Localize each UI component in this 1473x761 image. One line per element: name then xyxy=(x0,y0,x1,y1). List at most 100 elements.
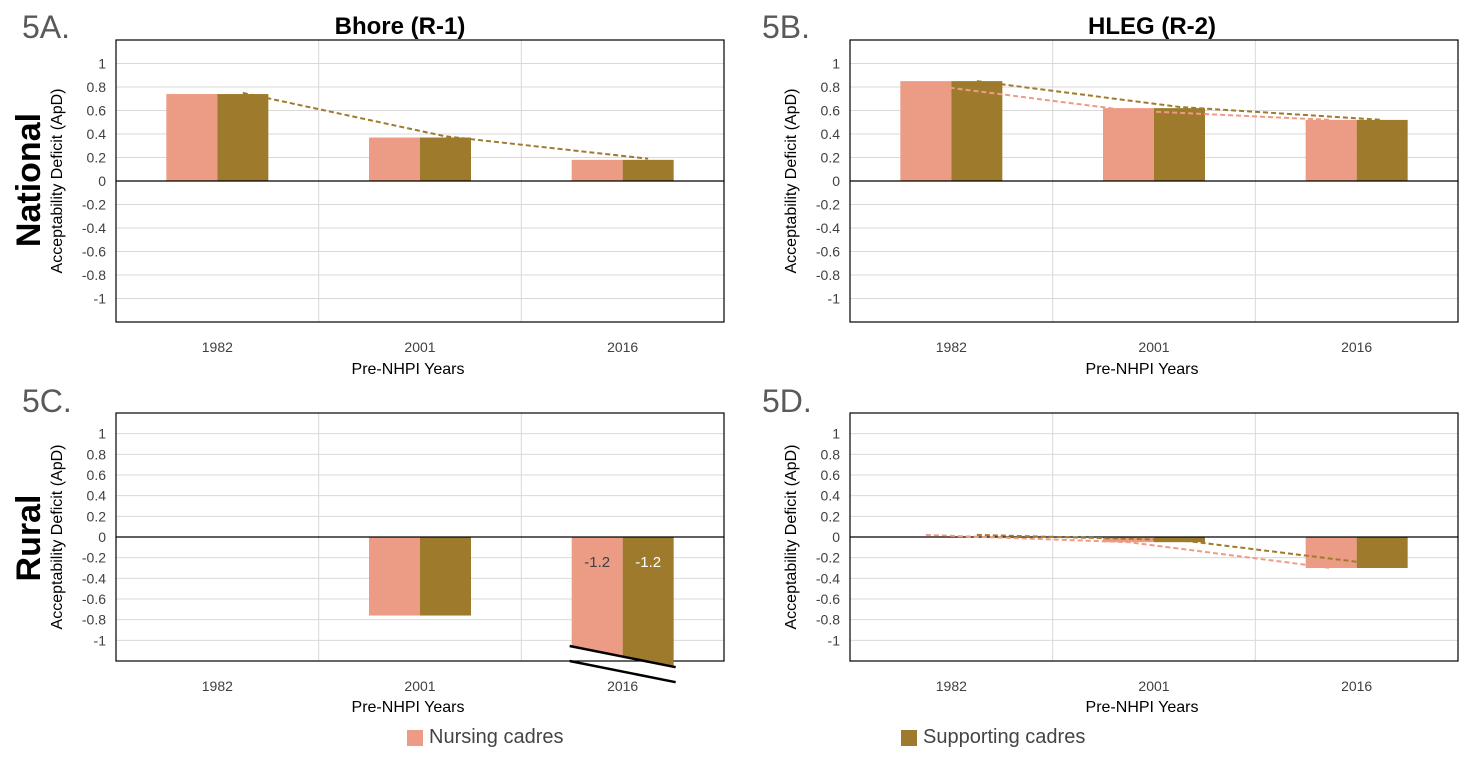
panel-5c-xtick-label: 2016 xyxy=(607,678,638,694)
panel-5a-bar-2016-supporting xyxy=(622,159,674,181)
panel-5a-ytick-label: -0.2 xyxy=(82,197,106,213)
legend-supporting-swatch xyxy=(901,729,917,746)
panel-5d-ytick-label: 0.6 xyxy=(821,467,841,483)
panel-5d-ytick-label: 0 xyxy=(832,529,840,545)
panel-5c-ylabel: Acceptability Deficit (ApD) xyxy=(49,445,66,630)
legend-supporting: Supporting cadres xyxy=(901,726,1085,749)
panel-5d-ytick-label: 0.2 xyxy=(821,508,841,524)
panel-5b-ytick-label: 0 xyxy=(832,173,840,189)
panel-5c-ytick-label: -0.6 xyxy=(82,591,106,607)
panel-5b-ytick-label: -0.2 xyxy=(816,197,840,213)
panel-5d-trendline-nursing xyxy=(925,533,1332,569)
panel-5d-xlabel: Pre-NHPI Years xyxy=(1086,699,1199,716)
panel-5b-bar-1982-supporting xyxy=(951,81,1003,181)
panel-5b-bar-2001-supporting xyxy=(1154,108,1205,181)
panel-5a-ylabel: Acceptability Deficit (ApD) xyxy=(49,89,66,274)
panel-5c-axis-break-lower xyxy=(569,659,676,684)
panel-5c-ytick-label: 0.6 xyxy=(87,467,107,483)
panel-5c-ytick-label: -0.2 xyxy=(82,550,106,566)
panel-5b-label: 5B. xyxy=(762,9,810,45)
legend-nursing: Nursing cadres xyxy=(407,726,564,749)
panel-5d-bar-2016-nursing xyxy=(1305,537,1357,568)
panel-5b-trendline-nursing xyxy=(925,83,1332,121)
panel-5a-ytick-label: -0.4 xyxy=(82,220,106,236)
panel-5c-bar-2001-supporting xyxy=(420,537,471,616)
panel-5c-xtick-label: 1982 xyxy=(202,678,233,694)
panel-5c-ytick-label: -0.8 xyxy=(82,612,106,628)
panel-5c-ytick-label: 0 xyxy=(98,529,106,545)
panel-5a-bar-2016-nursing xyxy=(571,159,623,181)
panel-5a-ytick-label: 0.8 xyxy=(87,79,107,95)
panel-5b-xtick-label: 2001 xyxy=(1138,339,1169,355)
panel-5a-bar-2001-supporting xyxy=(420,137,471,181)
panel-5c-bar-2016-supporting xyxy=(622,537,674,667)
panel-5a-xlabel: Pre-NHPI Years xyxy=(352,361,465,378)
panel-5b-bar-2001-nursing xyxy=(1103,108,1154,181)
panel-5c-axis-break-upper xyxy=(569,644,676,669)
panel-5a-ytick-label: 0 xyxy=(98,173,106,189)
panel-5b-xlabel: Pre-NHPI Years xyxy=(1086,361,1199,378)
panel-5b-xtick-label: 2016 xyxy=(1341,339,1372,355)
row-label-national: National xyxy=(10,113,48,247)
panel-5a-ytick-label: 1 xyxy=(98,56,106,72)
panel-5a-ytick-label: 0.6 xyxy=(87,103,107,119)
panel-5a-ytick-label: 0.4 xyxy=(87,126,107,142)
panel-5c-ytick-label: 0.2 xyxy=(87,508,107,524)
panel-5d-ylabel: Acceptability Deficit (ApD) xyxy=(783,445,800,630)
panel-5d-ytick-label: -0.6 xyxy=(816,591,840,607)
panel-5d-ytick-label: -1 xyxy=(828,632,841,648)
panel-5b-ytick-label: 0.6 xyxy=(821,103,841,119)
row-label-rural: Rural xyxy=(10,495,48,582)
panel-5b-ytick-label: 0.4 xyxy=(821,126,841,142)
panel-5c-ytick-label: 0.4 xyxy=(87,488,107,504)
legend-nursing-label: Nursing cadres xyxy=(429,726,564,748)
panel-5a-bar-2001-nursing xyxy=(369,137,420,181)
panel-5b-ytick-label: -0.4 xyxy=(816,220,840,236)
panel-5a-ytick-label: -0.6 xyxy=(82,244,106,260)
panel-5a-ytick-label: -0.8 xyxy=(82,267,106,283)
panel-5c-bar-2001-nursing xyxy=(369,537,420,616)
panel-5d-xtick-label: 2016 xyxy=(1341,678,1372,694)
panel-5c-ytick-label: -0.4 xyxy=(82,570,106,586)
panel-5c-ytick-label: -1 xyxy=(94,632,107,648)
panel-5a-label: 5A. xyxy=(22,9,70,45)
panel-5a-ytick-label: 0.2 xyxy=(87,150,107,166)
panel-5c-bar-2016-nursing xyxy=(571,537,623,657)
legend-supporting-label: Supporting cadres xyxy=(923,726,1086,748)
panel-5c-label: 5C. xyxy=(22,383,72,419)
panel-5d-xtick-label: 2001 xyxy=(1138,678,1169,694)
panel-5d-ytick-label: 0.8 xyxy=(821,446,841,462)
panel-5c-ytick-label: 0.8 xyxy=(87,446,107,462)
panel-5c-xtick-label: 2001 xyxy=(404,678,435,694)
panel-5b-ytick-label: 1 xyxy=(832,56,840,72)
panel-5b-bar-2016-supporting xyxy=(1356,119,1408,181)
panel-5c-ytick-label: 1 xyxy=(98,426,106,442)
panel-5c-data-label: -1.2 xyxy=(635,554,661,571)
panel-5d-ytick-label: -0.4 xyxy=(816,570,840,586)
panel-5d-trendline-supporting xyxy=(976,533,1383,566)
panel-5a-xtick-label: 1982 xyxy=(202,339,233,355)
panel-5d-label: 5D. xyxy=(762,383,812,419)
legend-nursing-swatch xyxy=(407,729,423,746)
panel-5d-ytick-label: -0.8 xyxy=(816,612,840,628)
panel-5d-ytick-label: 0.4 xyxy=(821,488,841,504)
panel-5a-title: Bhore (R-1) xyxy=(335,13,466,40)
panel-5d-bar-2016-supporting xyxy=(1356,537,1408,568)
panel-5b-title: HLEG (R-2) xyxy=(1088,13,1216,40)
panel-5b-ytick-label: -1 xyxy=(828,291,841,307)
panel-5a-xtick-label: 2016 xyxy=(607,339,638,355)
panel-5a-xtick-label: 2001 xyxy=(404,339,435,355)
panel-5d-bar-2001-nursing xyxy=(1103,537,1154,543)
panel-5b-bar-2016-nursing xyxy=(1305,119,1357,181)
panel-5b-ylabel: Acceptability Deficit (ApD) xyxy=(783,89,800,274)
panel-5b-ytick-label: 0.2 xyxy=(821,150,841,166)
panel-5c-data-label: -1.2 xyxy=(584,554,610,571)
panel-5d-ytick-label: 1 xyxy=(832,426,840,442)
panel-5c-xlabel: Pre-NHPI Years xyxy=(352,699,465,716)
panel-5b-ytick-label: 0.8 xyxy=(821,79,841,95)
panel-5b-ytick-label: -0.6 xyxy=(816,244,840,260)
panel-5a-bar-1982-supporting xyxy=(217,94,269,181)
panel-5a-bar-1982-nursing xyxy=(166,94,218,181)
panel-5a-ytick-label: -1 xyxy=(94,291,107,307)
